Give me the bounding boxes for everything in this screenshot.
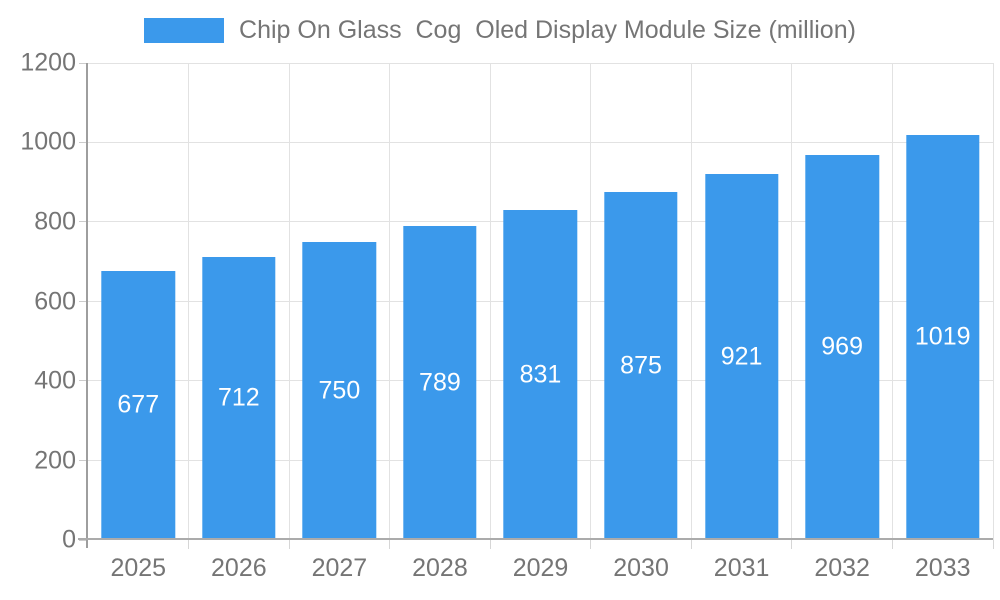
x-tick-label-2028: 2028 — [412, 554, 468, 582]
gridline-x-6 — [690, 63, 692, 540]
bar-cell-2031: 921 — [691, 63, 792, 540]
bar-2029[interactable]: 831 — [503, 209, 578, 540]
bar-cell-2033: 1019 — [892, 63, 993, 540]
y-tick-1200 — [79, 62, 88, 64]
y-tick-600 — [79, 301, 88, 302]
x-tick-label-2026: 2026 — [211, 554, 267, 582]
y-axis-labels: 0 200 400 600 800 1000 1200 — [0, 50, 76, 552]
gridline-x-9 — [992, 63, 994, 540]
bar-cell-2028: 789 — [390, 63, 491, 540]
y-tick-200 — [79, 460, 88, 461]
bar-value-label-2029: 831 — [519, 360, 562, 389]
x-axis-line — [78, 538, 993, 540]
gridline-x-1 — [188, 63, 190, 540]
gridline-x-8 — [891, 63, 893, 540]
bar-cell-2027: 750 — [289, 63, 390, 540]
x-tick-6 — [690, 540, 692, 549]
x-tick-8 — [891, 540, 893, 549]
gridline-y-1000 — [88, 141, 993, 143]
y-tick-label-200: 200 — [34, 446, 76, 474]
x-axis-labels: 2025 2026 2027 2028 2029 2030 2031 2032 2033 — [88, 556, 993, 586]
gridline-x-3 — [389, 63, 391, 540]
bar-cell-2032: 969 — [792, 63, 893, 540]
x-tick-label-2027: 2027 — [311, 554, 368, 582]
x-tick-1 — [188, 540, 190, 549]
y-tick-label-400: 400 — [34, 366, 76, 395]
x-tick-label-2033: 2033 — [914, 554, 971, 582]
y-tick-0 — [79, 539, 88, 541]
bar-value-label-2031: 921 — [720, 342, 763, 371]
x-tick-label-2029: 2029 — [512, 554, 569, 582]
plot-area: 677 712 750 789 831 875 921 969 1019 — [78, 62, 994, 549]
gridline-x-4 — [489, 63, 491, 540]
y-tick-label-0: 0 — [62, 525, 76, 554]
y-tick-400 — [79, 380, 88, 382]
x-tick-5 — [590, 540, 592, 549]
x-tick-label-2032: 2032 — [814, 554, 870, 582]
bar-2027[interactable]: 750 — [302, 241, 377, 540]
gridline-y-1200 — [88, 62, 993, 64]
bar-value-label-2030: 875 — [620, 351, 662, 380]
bar-cell-2025: 677 — [88, 63, 189, 540]
bar-2026[interactable]: 712 — [202, 256, 276, 540]
bar-value-label-2027: 750 — [318, 376, 361, 405]
bar-cell-2026: 712 — [189, 63, 290, 540]
bar-value-label-2033: 1019 — [914, 322, 971, 351]
bar-value-label-2028: 789 — [419, 368, 461, 397]
bar-2025[interactable]: 677 — [101, 270, 175, 540]
gridline-x-5 — [590, 63, 592, 540]
y-tick-label-600: 600 — [34, 287, 76, 315]
gridline-x-7 — [791, 63, 793, 540]
bar-2028[interactable]: 789 — [403, 226, 477, 540]
x-tick-9 — [992, 540, 994, 549]
x-tick-7 — [791, 540, 793, 549]
bar-2030[interactable]: 875 — [604, 192, 678, 540]
bar-2033[interactable]: 1019 — [906, 134, 980, 540]
legend-swatch-icon — [144, 17, 225, 43]
bar-cell-2029: 831 — [490, 63, 591, 540]
y-tick-label-1000: 1000 — [20, 127, 76, 156]
bar-value-label-2025: 677 — [117, 390, 160, 419]
x-tick-label-2030: 2030 — [613, 554, 669, 582]
chart-legend: Chip On Glass Cog Oled Display Module Si… — [0, 14, 1000, 46]
bar-value-label-2032: 969 — [821, 332, 863, 361]
bar-2032[interactable]: 969 — [805, 154, 879, 540]
gridline-x-2 — [288, 63, 290, 540]
y-tick-label-800: 800 — [34, 207, 76, 236]
y-tick-1000 — [79, 141, 88, 143]
y-axis-line — [86, 63, 88, 548]
y-tick-800 — [79, 221, 88, 223]
bar-value-label-2026: 712 — [217, 383, 260, 412]
bar-cell-2030: 875 — [591, 63, 692, 540]
x-tick-4 — [489, 540, 491, 549]
x-tick-label-2031: 2031 — [713, 554, 770, 582]
x-tick-3 — [389, 540, 391, 549]
legend-label: Chip On Glass Cog Oled Display Module Si… — [239, 15, 856, 44]
legend-item[interactable]: Chip On Glass Cog Oled Display Module Si… — [144, 15, 856, 44]
x-tick-2 — [288, 540, 290, 549]
y-tick-label-1200: 1200 — [20, 48, 76, 77]
x-tick-label-2025: 2025 — [110, 554, 167, 582]
bar-2031[interactable]: 921 — [704, 173, 779, 540]
